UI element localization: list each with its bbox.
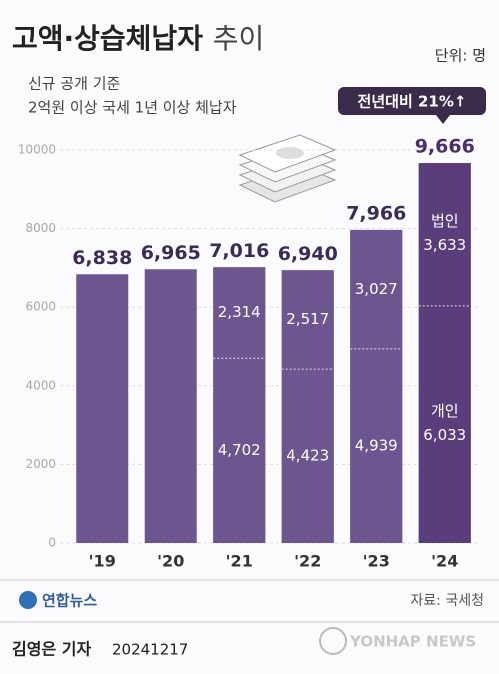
segment-label: 2,314 [218, 303, 261, 321]
source: 자료: 국세청 [410, 593, 484, 609]
value-label: 9,666 [415, 136, 475, 158]
bar-segment [350, 348, 403, 543]
logo-icon [19, 591, 37, 609]
callout-text: 전년대비 21%↑ [358, 93, 467, 111]
bar-segment [281, 270, 334, 370]
unit: 단위: 명 [435, 47, 486, 65]
title-main: 고액·상습체납자 [12, 22, 203, 55]
subtitle: 신규 공개 기준 [28, 75, 121, 93]
bar-segment [418, 305, 471, 543]
segment-label: 3,027 [355, 280, 398, 298]
credit: 김영은 기자 [12, 640, 91, 659]
y-tick-label: 10000 [18, 143, 56, 157]
y-tick-label: 8000 [25, 221, 56, 235]
segment-label: 6,033 [423, 426, 466, 444]
watermark-icon [319, 627, 347, 655]
bar-segment [213, 267, 266, 359]
x-tick-label: '20 [157, 552, 184, 571]
y-tick-label: 0 [48, 536, 56, 550]
value-label: 6,965 [141, 242, 201, 264]
x-tick-label: '19 [89, 552, 116, 571]
title-suffix: 추이 [213, 22, 265, 55]
segment-name: 개인 [431, 402, 459, 420]
segment-label: 4,939 [355, 436, 398, 454]
date: 20241217 [112, 641, 188, 659]
y-tick-label: 6000 [25, 300, 56, 314]
x-tick-label: '24 [431, 552, 458, 571]
bar-segment [350, 229, 403, 349]
y-tick-label: 2000 [25, 457, 56, 471]
callout: 전년대비 21%↑ [338, 87, 486, 124]
segment-label: 3,633 [423, 236, 466, 254]
subtitle: 2억원 이상 국세 1년 이상 체납자 [28, 99, 237, 117]
bar [76, 274, 129, 543]
money-icon [238, 134, 337, 203]
value-label: 7,016 [209, 240, 269, 262]
value-label: 6,838 [72, 247, 132, 269]
segment-label: 2,517 [286, 310, 329, 328]
segment-name: 법인 [431, 212, 459, 230]
segment-label: 4,423 [286, 447, 329, 465]
logo: 연합뉴스 [42, 592, 97, 610]
chart-title: 고액·상습체납자 추이 [12, 22, 264, 55]
x-tick-label: '22 [294, 552, 321, 571]
bar-segment [213, 358, 266, 543]
bar [144, 269, 197, 543]
y-tick-label: 4000 [25, 378, 56, 392]
x-tick-label: '23 [363, 552, 390, 571]
x-tick-label: '21 [226, 552, 253, 571]
segment-label: 4,702 [218, 441, 261, 459]
bar-segment [418, 163, 471, 306]
bar-segment [281, 369, 334, 543]
value-label: 7,966 [346, 202, 406, 224]
watermark: YONHAP NEWS [349, 633, 476, 651]
value-label: 6,940 [278, 243, 338, 265]
